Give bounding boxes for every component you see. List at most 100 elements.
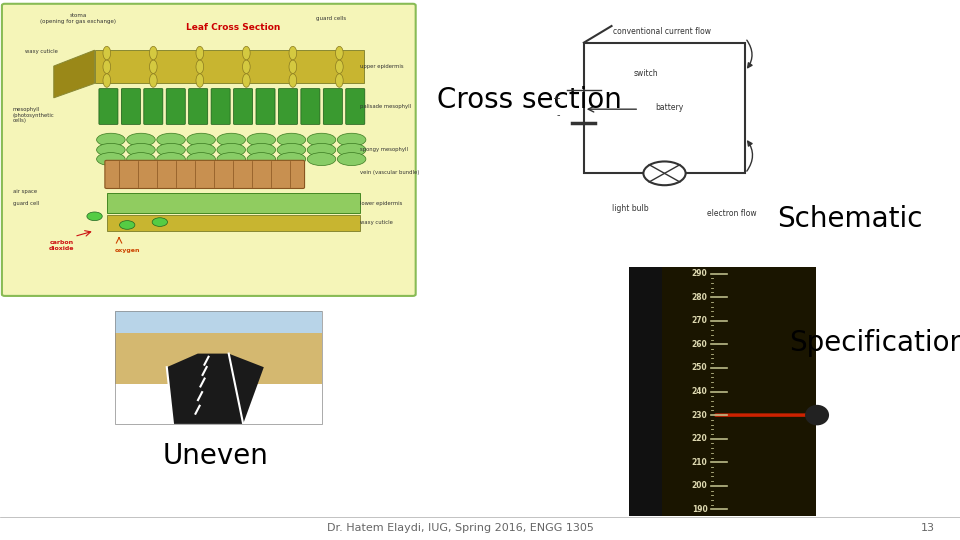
Text: guard cells: guard cells [316,16,347,21]
Text: light bulb: light bulb [612,205,648,213]
Text: 290: 290 [691,269,708,278]
FancyBboxPatch shape [278,89,298,124]
Ellipse shape [196,74,204,87]
FancyBboxPatch shape [144,89,163,124]
Ellipse shape [217,153,246,166]
Ellipse shape [150,74,157,87]
Text: battery: battery [655,104,684,112]
Ellipse shape [307,133,336,146]
Text: 210: 210 [691,458,708,467]
Ellipse shape [103,74,110,87]
Ellipse shape [97,143,125,157]
Ellipse shape [277,153,305,166]
Ellipse shape [337,143,366,157]
Text: stoma
(opening for gas exchange): stoma (opening for gas exchange) [40,13,116,24]
Ellipse shape [127,153,156,166]
Text: guard cell: guard cell [13,201,39,206]
Text: Leaf Cross Section: Leaf Cross Section [186,23,280,31]
Ellipse shape [150,46,157,60]
Circle shape [120,221,134,230]
Text: carbon
dioxide: carbon dioxide [49,240,75,251]
FancyBboxPatch shape [107,193,360,213]
Polygon shape [167,354,264,424]
Circle shape [152,218,168,226]
Ellipse shape [97,153,125,166]
Ellipse shape [243,46,251,60]
Ellipse shape [150,60,157,73]
Ellipse shape [247,143,276,157]
FancyBboxPatch shape [105,160,304,188]
Ellipse shape [336,46,343,60]
FancyBboxPatch shape [629,267,662,516]
Ellipse shape [156,133,185,146]
Text: 260: 260 [691,340,708,349]
Bar [115,310,322,345]
Ellipse shape [336,60,343,73]
Text: upper epidermis: upper epidermis [360,64,403,69]
Ellipse shape [187,153,215,166]
Circle shape [643,161,685,185]
Text: waxy cuticle: waxy cuticle [360,220,393,225]
Ellipse shape [289,74,297,87]
Ellipse shape [243,60,251,73]
Polygon shape [94,50,364,83]
Text: 240: 240 [691,387,708,396]
Text: switch: switch [634,69,659,78]
Text: 13: 13 [922,523,935,533]
Bar [115,310,322,424]
FancyBboxPatch shape [256,89,275,124]
Ellipse shape [337,153,366,166]
FancyBboxPatch shape [346,89,365,124]
FancyBboxPatch shape [189,89,207,124]
Ellipse shape [277,143,305,157]
Text: 280: 280 [691,293,708,302]
Text: conventional current flow: conventional current flow [613,28,711,37]
Text: palisade mesophyll: palisade mesophyll [360,104,411,109]
FancyBboxPatch shape [233,89,252,124]
Text: Uneven: Uneven [163,442,269,470]
FancyBboxPatch shape [121,89,140,124]
Ellipse shape [247,133,276,146]
Text: 230: 230 [691,410,708,420]
Ellipse shape [247,153,276,166]
Text: -: - [557,110,560,120]
FancyBboxPatch shape [2,4,416,296]
Text: 220: 220 [691,434,708,443]
FancyBboxPatch shape [300,89,320,124]
Ellipse shape [196,46,204,60]
Text: 250: 250 [692,363,708,373]
FancyArrowPatch shape [747,141,753,171]
FancyBboxPatch shape [99,89,118,124]
Ellipse shape [127,133,156,146]
Text: oxygen: oxygen [114,248,140,253]
Ellipse shape [217,133,246,146]
FancyBboxPatch shape [107,215,360,231]
FancyArrowPatch shape [747,40,752,68]
Text: waxy cuticle: waxy cuticle [25,49,58,54]
Text: electron flow: electron flow [707,209,756,218]
Ellipse shape [289,60,297,73]
Ellipse shape [103,46,110,60]
Text: +: + [552,94,560,104]
Bar [115,333,322,384]
Text: lower epidermis: lower epidermis [360,201,402,206]
Text: air space: air space [13,189,37,194]
Text: Cross section: Cross section [437,86,622,114]
Ellipse shape [196,60,204,73]
Ellipse shape [336,74,343,87]
Ellipse shape [277,133,305,146]
Circle shape [86,212,103,221]
FancyBboxPatch shape [211,89,230,124]
Ellipse shape [243,74,251,87]
Ellipse shape [217,143,246,157]
Bar [584,43,745,173]
Text: mesophyll
(photosynthetic
cells): mesophyll (photosynthetic cells) [13,107,55,124]
Ellipse shape [187,143,215,157]
Ellipse shape [307,153,336,166]
Ellipse shape [97,133,125,146]
FancyBboxPatch shape [324,89,343,124]
Text: Schematic: Schematic [777,205,923,233]
FancyBboxPatch shape [166,89,185,124]
Ellipse shape [307,143,336,157]
Text: 270: 270 [691,316,708,325]
